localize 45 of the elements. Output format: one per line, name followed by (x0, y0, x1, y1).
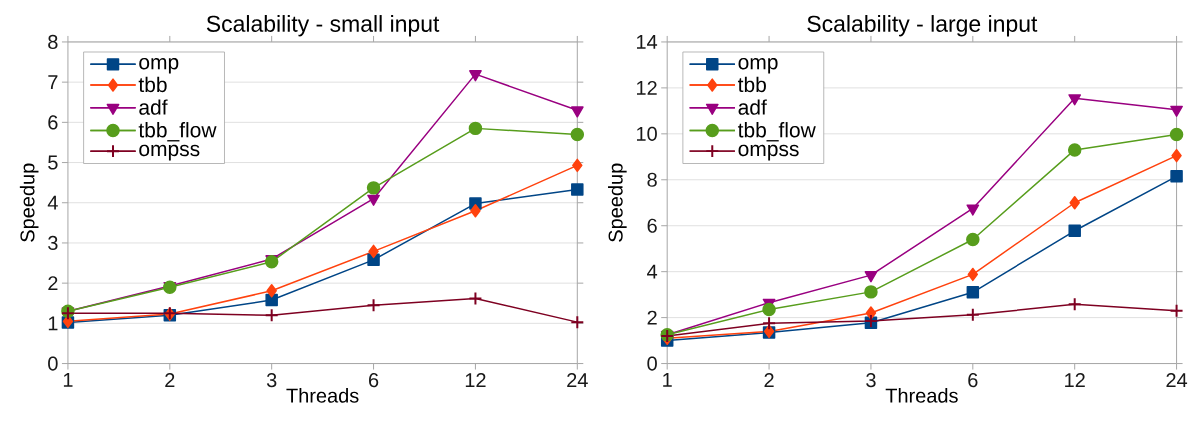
legend-label: omp (738, 57, 778, 74)
y-tick-label: 7 (48, 75, 58, 89)
legend-label: omp (139, 57, 179, 74)
x-tick-label: 2 (165, 372, 175, 387)
legend-label: tbb (138, 76, 167, 92)
y-axis-title: Speedup (19, 163, 39, 242)
x-tick-label: 24 (567, 372, 588, 387)
x-tick-label: 3 (266, 372, 277, 387)
y-axis-title: Speedup (608, 163, 627, 242)
legend-label: tbb_flow (138, 121, 217, 142)
legend-label: ompss (139, 144, 200, 161)
y-tick-label: 12 (637, 80, 657, 95)
x-tick-label: 12 (1065, 372, 1085, 387)
chart-title: Scalability - large input (807, 14, 1038, 37)
x-axis-title: Threads (885, 387, 958, 403)
y-tick-label: 3 (48, 235, 58, 250)
y-tick-label: 4 (47, 195, 58, 210)
y-tick-label: 10 (637, 126, 657, 141)
x-tick-label: 6 (968, 372, 978, 387)
y-tick-label: 8 (647, 172, 657, 187)
y-tick-label: 2 (48, 275, 58, 290)
x-tick-label: 3 (866, 372, 876, 387)
legend-label: adf (139, 99, 168, 115)
y-tick-label: 2 (647, 310, 657, 325)
y-tick-label: 0 (647, 356, 657, 371)
x-axis-title: Threads (286, 387, 359, 403)
y-tick-label: 14 (637, 34, 658, 49)
y-tick-label: 6 (647, 218, 657, 233)
y-tick-label: 5 (48, 155, 58, 170)
y-tick-label: 6 (48, 115, 58, 130)
chart-title: Scalability - small input (206, 14, 440, 37)
legend-label: adf (738, 99, 767, 115)
x-tick-label: 1 (663, 372, 672, 387)
x-tick-label: 2 (764, 372, 774, 387)
x-tick-label: 6 (369, 372, 379, 387)
y-tick-label: 0 (48, 356, 58, 371)
legend-label: tbb (737, 76, 766, 92)
x-tick-label: 1 (63, 372, 73, 387)
x-tick-label: 24 (1166, 372, 1188, 387)
y-tick-label: 4 (647, 264, 658, 279)
legend-label: ompss (738, 144, 799, 161)
x-tick-label: 12 (465, 372, 486, 387)
y-tick-label: 1 (48, 316, 58, 330)
y-tick-label: 8 (48, 34, 58, 49)
legend-label: tbb_flow (737, 121, 816, 142)
